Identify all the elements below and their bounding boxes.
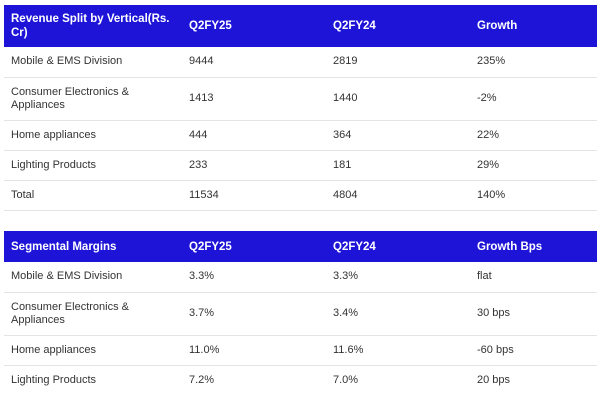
row-label: Consumer Electronics & Appliances xyxy=(4,77,182,121)
table-row: Home appliances 11.0% 11.6% -60 bps xyxy=(4,335,597,366)
cell-q2fy24: 2819 xyxy=(326,47,470,78)
header-row: Segmental Margins Q2FY25 Q2FY24 Growth B… xyxy=(4,231,597,262)
cell-growth: 140% xyxy=(470,180,597,211)
cell-growth: -2% xyxy=(470,77,597,121)
header-row: Revenue Split by Vertical(Rs. Cr) Q2FY25… xyxy=(4,5,597,47)
row-label: Mobile & EMS Division xyxy=(4,262,182,293)
table-row-total: Total 11534 4804 140% xyxy=(4,180,597,211)
table-row: Consumer Electronics & Appliances 1413 1… xyxy=(4,77,597,121)
cell-q2fy25: 233 xyxy=(182,150,326,181)
table-row: Lighting Products 233 181 29% xyxy=(4,150,597,181)
cell-q2fy25: 3.7% xyxy=(182,292,326,336)
cell-q2fy24: 3.3% xyxy=(326,262,470,293)
row-label: Total xyxy=(4,180,182,211)
cell-growth-bps: -60 bps xyxy=(470,335,597,366)
cell-q2fy25: 7.2% xyxy=(189,373,215,386)
segmental-margins-table: Segmental Margins Q2FY25 Q2FY24 Growth B… xyxy=(4,231,597,395)
table-row: Consumer Electronics & Appliances 3.7% 3… xyxy=(4,292,597,336)
table-row: Lighting Products 7.2% 7.0% 20 bps xyxy=(4,365,597,395)
row-label: Consumer Electronics & Appliances xyxy=(4,292,182,336)
column-header-q2fy25: Q2FY25 xyxy=(189,240,232,253)
margins-table-body: Mobile & EMS Division 3.3% 3.3% flat Con… xyxy=(4,262,597,395)
cell-growth: 29% xyxy=(470,150,597,181)
column-header-segment: Segmental Margins xyxy=(11,240,117,253)
column-header-q2fy25: Q2FY25 xyxy=(189,20,232,32)
cell-growth-bps: 30 bps xyxy=(470,292,597,336)
cell-growth-bps: flat xyxy=(470,262,597,293)
row-label: Mobile & EMS Division xyxy=(4,47,182,78)
column-header-vertical: Revenue Split by Vertical(Rs. Cr) xyxy=(11,13,170,39)
cell-q2fy25: 9444 xyxy=(182,47,326,78)
cell-q2fy25: 11534 xyxy=(182,180,326,211)
cell-q2fy24: 11.6% xyxy=(326,335,470,366)
table-row: Home appliances 444 364 22% xyxy=(4,120,597,151)
cell-q2fy24: 3.4% xyxy=(326,292,470,336)
cell-growth: 22% xyxy=(470,120,597,151)
row-label: Home appliances xyxy=(4,120,182,151)
table-row: Mobile & EMS Division 9444 2819 235% xyxy=(4,47,597,78)
column-header-q2fy24: Q2FY24 xyxy=(333,240,376,253)
cell-q2fy24: 181 xyxy=(326,150,470,181)
row-label: Home appliances xyxy=(4,335,182,366)
cell-q2fy24: 7.0% xyxy=(333,373,359,386)
margins-table-header: Segmental Margins Q2FY25 Q2FY24 Growth B… xyxy=(4,231,597,262)
revenue-table-header: Revenue Split by Vertical(Rs. Cr) Q2FY25… xyxy=(4,5,597,47)
cell-q2fy25: 3.3% xyxy=(182,262,326,293)
column-header-growth-bps: Growth Bps xyxy=(477,240,543,253)
column-header-growth: Growth xyxy=(477,20,518,32)
cell-q2fy24: 4804 xyxy=(326,180,470,211)
revenue-table-body: Mobile & EMS Division 9444 2819 235% Con… xyxy=(4,47,597,211)
cell-q2fy24: 364 xyxy=(326,120,470,151)
cell-growth-bps: 20 bps xyxy=(477,373,511,386)
row-label: Lighting Products xyxy=(4,150,182,181)
cell-q2fy25: 444 xyxy=(182,120,326,151)
cell-growth: 235% xyxy=(470,47,597,78)
cell-q2fy24: 1440 xyxy=(326,77,470,121)
revenue-split-table: Revenue Split by Vertical(Rs. Cr) Q2FY25… xyxy=(4,5,597,211)
row-label: Lighting Products xyxy=(11,373,96,386)
column-header-q2fy24: Q2FY24 xyxy=(333,20,376,32)
table-row: Mobile & EMS Division 3.3% 3.3% flat xyxy=(4,262,597,293)
cell-q2fy25: 11.0% xyxy=(182,335,326,366)
cell-q2fy25: 1413 xyxy=(182,77,326,121)
